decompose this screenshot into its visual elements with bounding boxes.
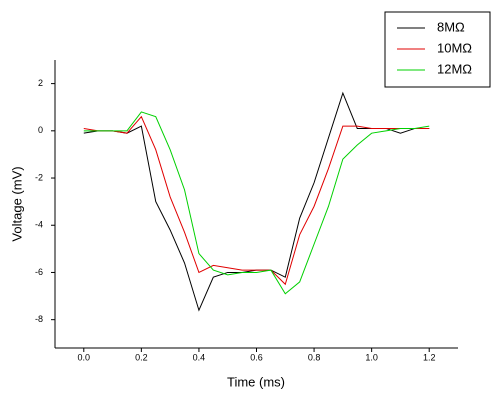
y-tick-label: -6 xyxy=(35,267,43,277)
y-tick-label: -8 xyxy=(35,314,43,324)
y-tick-label: 2 xyxy=(38,78,43,88)
x-tick-label: 0.8 xyxy=(308,352,321,362)
x-tick-label: 0.0 xyxy=(78,352,91,362)
series-line xyxy=(83,91,430,312)
legend-label: 8MΩ xyxy=(437,19,465,34)
x-axis-label: Time (ms) xyxy=(227,374,285,389)
y-tick-label: -4 xyxy=(35,220,43,230)
legend-label: 12MΩ xyxy=(437,61,472,76)
y-tick-label: 0 xyxy=(38,125,43,135)
x-tick-label: 1.0 xyxy=(365,352,378,362)
legend-label: 10MΩ xyxy=(437,40,472,55)
x-tick-label: 0.4 xyxy=(193,352,206,362)
y-axis-label: Voltage (mV) xyxy=(9,166,24,241)
series-line xyxy=(83,115,430,286)
series-line xyxy=(83,111,430,295)
y-tick-label: -2 xyxy=(35,172,43,182)
x-tick-label: 1.2 xyxy=(423,352,436,362)
x-tick-label: 0.2 xyxy=(135,352,148,362)
x-tick-label: 0.6 xyxy=(250,352,263,362)
